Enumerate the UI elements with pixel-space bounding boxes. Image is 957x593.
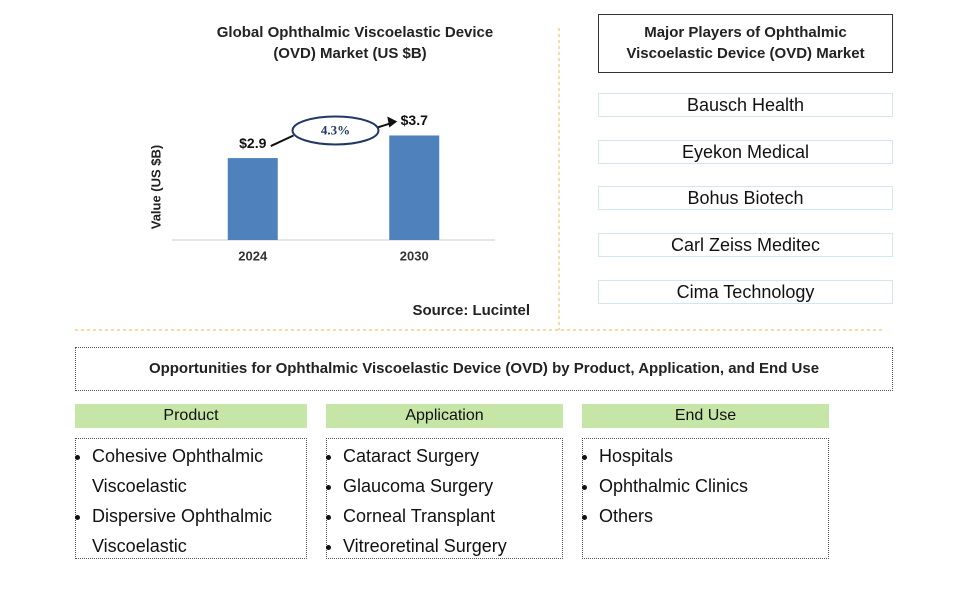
player-item: Carl Zeiss Meditec (598, 233, 893, 258)
column-header: Product (75, 404, 307, 428)
source: Source: Lucintel (412, 302, 530, 319)
chart-title-line1: Global Ophthalmic Viscoelastic Device (217, 24, 494, 41)
player-item: Cima Technology (598, 279, 893, 304)
player-item: Bausch Health (598, 93, 893, 117)
column-header: End Use (582, 404, 829, 428)
cagr-ellipse (291, 115, 380, 146)
arrow-line (377, 122, 391, 129)
x-tick-label: 2024 (238, 248, 268, 263)
x-tick-label: 2030 (400, 248, 429, 263)
bar (227, 158, 278, 240)
column-list: Cataract SurgeryGlaucoma SurgeryCorneal … (326, 438, 563, 559)
list-item: Others (599, 501, 828, 531)
list-item: Corneal Transplant (343, 501, 562, 531)
bar (389, 135, 440, 240)
list-item: Dispersive Ophthalmic Viscoelastic (92, 501, 277, 561)
list: Cohesive Ophthalmic ViscoelasticDispersi… (76, 441, 306, 561)
chart-title-line2: (OVD) Market (US $B) (273, 45, 426, 62)
list-item: Cataract Surgery (343, 441, 562, 471)
arrow-head (387, 116, 398, 128)
column-header: Application (326, 404, 563, 428)
column-list: Cohesive Ophthalmic ViscoelasticDispersi… (75, 438, 307, 559)
y-axis-label: Value (US $B) (148, 145, 163, 230)
player-item: Bohus Biotech (598, 186, 893, 211)
list-item: Ophthalmic Clinics (599, 471, 828, 501)
opportunities-title: Opportunities for Ophthalmic Viscoelasti… (75, 347, 893, 391)
list-item: Cohesive Ophthalmic Viscoelastic (92, 441, 277, 501)
list-item: Glaucoma Surgery (343, 471, 562, 501)
list-item: Hospitals (599, 441, 828, 471)
player-item: Eyekon Medical (598, 139, 893, 164)
cagr-label: 4.3% (321, 122, 350, 137)
list-item: Vitreoretinal Surgery (343, 531, 562, 561)
arrow-line (270, 134, 294, 147)
players-title: Major Players of Ophthalmic Viscoelastic… (598, 14, 893, 73)
column-list: HospitalsOphthalmic ClinicsOthers (582, 438, 829, 559)
data-label: $3.7 (401, 112, 428, 128)
list: Cataract SurgeryGlaucoma SurgeryCorneal … (327, 441, 562, 561)
data-label: $2.9 (239, 135, 266, 151)
list: HospitalsOphthalmic ClinicsOthers (583, 441, 828, 531)
